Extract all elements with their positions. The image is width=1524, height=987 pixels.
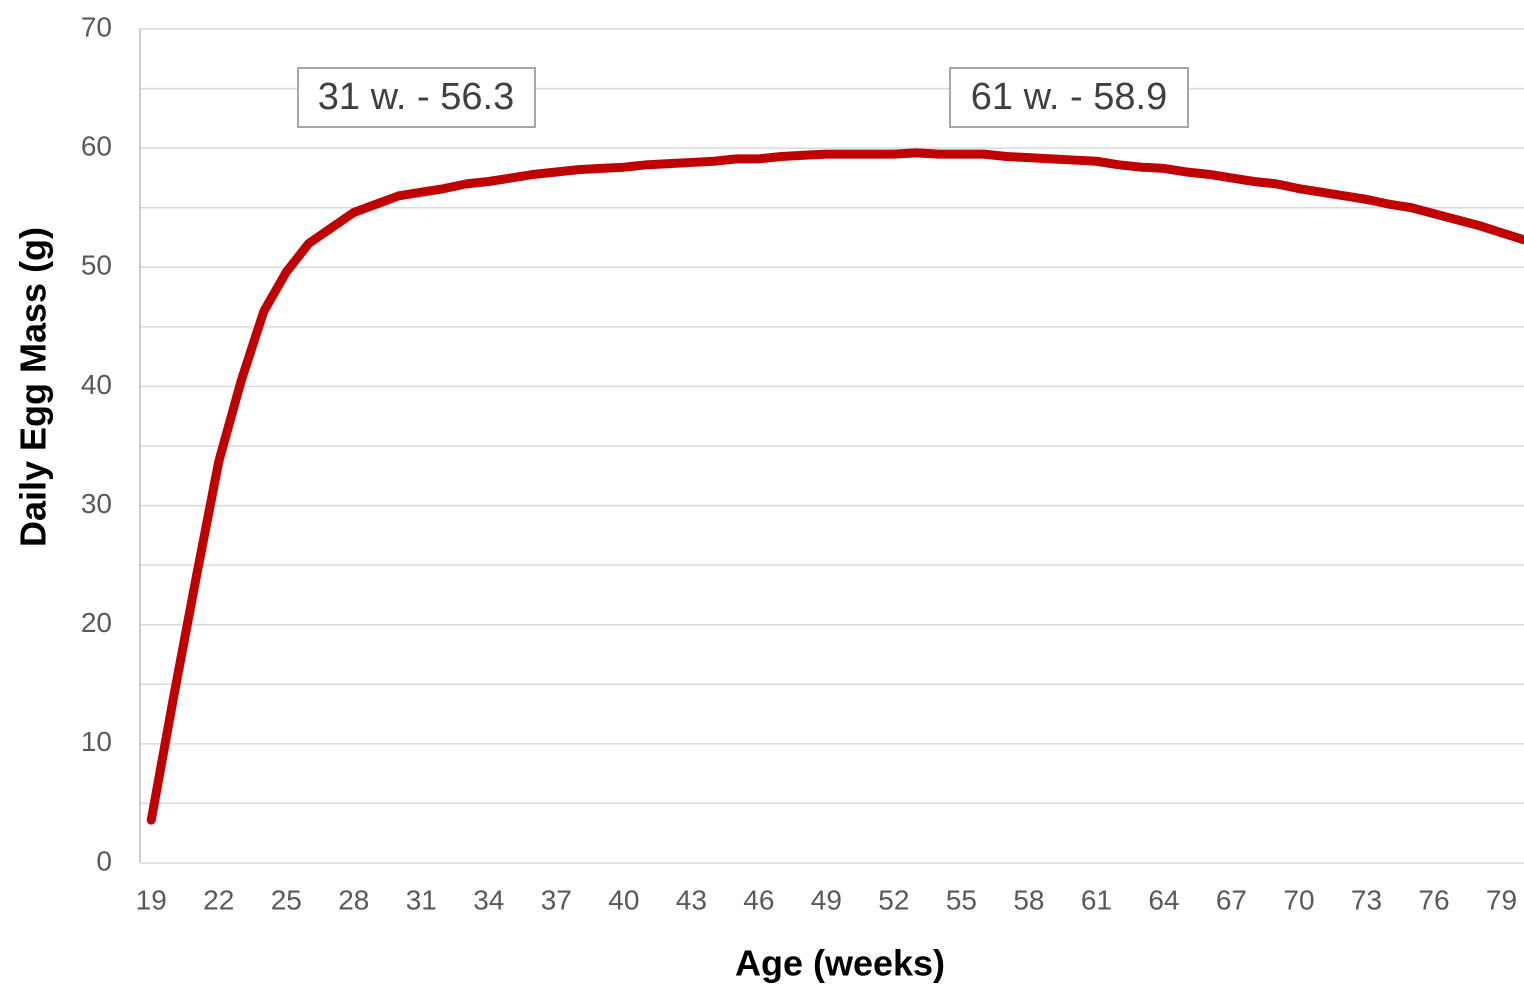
x-tick-label: 37 xyxy=(541,884,572,915)
annotation: 31 w. - 56.3 xyxy=(318,76,514,118)
x-tick-label: 73 xyxy=(1351,884,1382,915)
x-tick-label: 46 xyxy=(743,884,774,915)
x-tick-label: 70 xyxy=(1283,884,1314,915)
x-tick-label: 55 xyxy=(946,884,977,915)
y-tick-label: 60 xyxy=(81,131,112,162)
x-tick-label: 22 xyxy=(203,884,234,915)
x-tick-label: 28 xyxy=(338,884,369,915)
annotation: 61 w. - 58.9 xyxy=(971,76,1167,118)
x-tick-label: 31 xyxy=(406,884,437,915)
x-tick-label: 49 xyxy=(811,884,842,915)
data-line xyxy=(146,148,1524,825)
x-tick-label: 19 xyxy=(136,884,167,915)
y-tick-label: 50 xyxy=(81,250,112,281)
x-tick-label: 64 xyxy=(1148,884,1179,915)
y-tick-label: 40 xyxy=(81,369,112,400)
annotation-box xyxy=(297,67,536,128)
y-tick-label: 10 xyxy=(81,726,112,757)
x-tick-label: 40 xyxy=(608,884,639,915)
x-tick-label: 61 xyxy=(1081,884,1112,915)
y-tick-label: 0 xyxy=(96,845,112,876)
x-tick-label: 58 xyxy=(1013,884,1044,915)
x-tick-label: 25 xyxy=(271,884,302,915)
x-tick-label: 43 xyxy=(676,884,707,915)
x-axis-title: Age (weeks) xyxy=(735,943,945,984)
y-tick-label: 30 xyxy=(81,488,112,519)
x-tick-label: 79 xyxy=(1486,884,1517,915)
x-tick-label: 34 xyxy=(473,884,504,915)
y-tick-label: 20 xyxy=(81,607,112,638)
x-tick-label: 67 xyxy=(1216,884,1247,915)
x-tick-label: 52 xyxy=(878,884,909,915)
annotation-box xyxy=(949,67,1189,128)
y-axis-title: Daily Egg Mass (g) xyxy=(13,227,54,547)
y-tick-label: 70 xyxy=(81,11,112,42)
x-tick-label: 76 xyxy=(1418,884,1449,915)
